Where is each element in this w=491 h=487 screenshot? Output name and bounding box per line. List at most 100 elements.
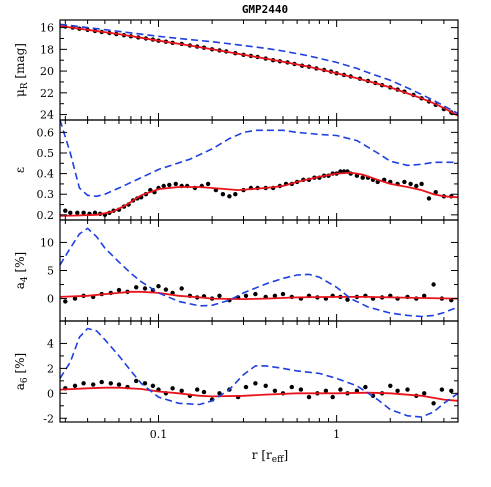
data-point	[195, 387, 200, 392]
data-point	[298, 387, 304, 392]
data-point	[142, 286, 148, 291]
data-point	[422, 391, 427, 396]
y-axis-label-sub: 4	[20, 276, 30, 282]
data-point	[338, 387, 343, 392]
y-tick-label: 10	[40, 236, 54, 249]
y-axis-label-sub: R	[20, 82, 30, 89]
data-point	[163, 287, 169, 292]
data-point	[217, 293, 222, 298]
data-point	[243, 293, 249, 298]
data-point	[388, 383, 393, 388]
data-point	[253, 291, 258, 297]
data-point	[272, 293, 278, 298]
chart-title: GMP2440	[242, 3, 288, 16]
panel-mu: 16 18 20 22 24 μR [mag]	[13, 19, 459, 122]
y-tick-label: 24	[40, 109, 54, 122]
y-axis-label-a6: a6 [%]	[13, 353, 30, 390]
data-point	[179, 388, 184, 393]
data-point	[72, 296, 78, 301]
data-point	[439, 387, 445, 392]
y-tick-label: -2	[43, 412, 54, 425]
y-tick-label: 0.2	[37, 209, 55, 222]
data-point	[170, 386, 175, 391]
data-point	[433, 190, 438, 195]
x-tick-label: 0.1	[150, 428, 168, 441]
series-group-mu	[60, 23, 458, 117]
data-point	[408, 181, 413, 187]
data-point	[280, 291, 286, 297]
panel-frame	[59, 219, 459, 322]
y-axis-label-main: μ	[13, 89, 27, 97]
y-axis-label-rest: [%]	[13, 353, 27, 378]
data-point	[233, 192, 238, 197]
model-dashed-line	[60, 120, 458, 198]
data-point	[354, 388, 360, 393]
y-tick-label: 2	[47, 362, 54, 375]
model-dashed-line	[60, 227, 458, 318]
data-point	[161, 183, 166, 189]
x-axis-label-main: r [r	[252, 448, 272, 462]
data-point	[156, 284, 161, 289]
y-tick-label: 0.3	[37, 188, 55, 201]
data-point	[63, 299, 68, 304]
data-point	[422, 293, 427, 298]
series-group-eps	[60, 120, 458, 217]
series-group-a4	[60, 227, 458, 318]
data-point	[173, 181, 178, 187]
y-tick-label: 0	[47, 387, 54, 400]
data-point	[81, 381, 86, 386]
series-group-a6	[60, 327, 458, 418]
data-point	[142, 381, 148, 386]
data-point	[72, 383, 78, 388]
x-axis-label: r [reff]	[252, 448, 288, 465]
data-point	[134, 378, 139, 384]
y-tick-label: 20	[40, 65, 54, 78]
data-point	[402, 179, 407, 185]
model-dashed-line	[60, 23, 458, 115]
fit-solid-line	[60, 290, 458, 301]
y-axis-label-rest: [mag]	[13, 43, 27, 82]
y-axis-label-main: a	[13, 383, 27, 390]
data-point	[150, 383, 156, 388]
x-axis-label-close: ]	[284, 448, 289, 462]
data-point	[289, 384, 294, 390]
data-point	[272, 388, 278, 393]
y-tick-label: 0.6	[37, 126, 55, 139]
data-point	[345, 297, 350, 302]
data-point	[263, 383, 268, 388]
fit-solid-line	[60, 171, 458, 217]
panel-frame	[59, 119, 459, 221]
data-point	[330, 394, 335, 400]
x-tick-labels: 0.1 1	[150, 428, 340, 441]
data-point	[81, 210, 86, 215]
data-point	[405, 387, 410, 392]
y-tick-label: 0	[47, 293, 54, 306]
data-point	[167, 182, 172, 188]
panel-frame	[59, 320, 459, 423]
x-tick-label: 1	[333, 428, 340, 441]
x-axis-label-sub: eff	[272, 455, 284, 465]
data-point	[205, 181, 211, 187]
data-point	[426, 196, 432, 201]
y-tick-label: 5	[47, 265, 54, 278]
data-point	[306, 394, 312, 400]
data-point	[414, 183, 419, 189]
data-point	[201, 389, 207, 395]
y-axis-label-main: ε	[13, 167, 27, 173]
panel-a6: -2 0 2 4 a6 [%]	[13, 320, 459, 425]
fit-solid-line	[60, 25, 458, 117]
data-point	[395, 388, 400, 393]
panel-a4: 0 5 10 a4 [%]	[13, 219, 459, 322]
data-point	[227, 194, 232, 199]
data-point	[63, 208, 68, 213]
y-axis-label-a4: a4 [%]	[13, 252, 30, 289]
data-point	[75, 210, 80, 215]
data-point	[134, 285, 139, 290]
y-tick-label: 18	[40, 43, 54, 56]
y-axis-label-mu: μR [mag]	[13, 43, 30, 97]
y-axis-label-sub: 6	[20, 377, 30, 383]
y-axis-label-rest: [%]	[13, 252, 27, 277]
data-point	[431, 401, 436, 406]
data-point	[360, 175, 365, 180]
